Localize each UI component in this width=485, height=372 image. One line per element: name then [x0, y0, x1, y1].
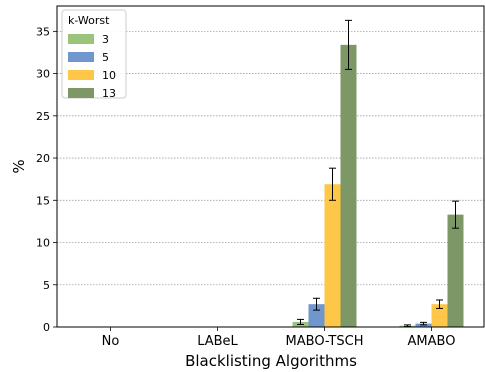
x-tick-label: LABeL	[197, 334, 238, 349]
legend-swatch-13	[68, 88, 94, 98]
bar-13-mabo-tsch	[340, 44, 357, 327]
y-tick-label: 5	[43, 279, 50, 292]
legend-label-13: 13	[102, 87, 116, 100]
legend-swatch-10	[68, 70, 94, 80]
y-tick-label: 20	[36, 152, 50, 165]
grid-lines	[57, 30, 485, 286]
y-tick-label: 25	[36, 110, 50, 123]
bar-10-amabo	[431, 304, 448, 327]
x-tick-label: MABO-TSCH	[286, 334, 364, 349]
bar-10-mabo-tsch	[324, 184, 341, 327]
bar-13-amabo	[447, 214, 464, 327]
legend: k-Worst 3 5 10 13	[61, 9, 127, 100]
y-tick-label: 15	[36, 194, 50, 207]
x-tick-label: No	[102, 334, 120, 349]
y-tick-label: 0	[43, 321, 50, 334]
y-axis-label: %	[10, 159, 28, 173]
y-tick-label: 35	[36, 25, 50, 38]
y-tick-label: 10	[36, 237, 50, 250]
bars	[292, 44, 464, 327]
legend-swatch-3	[68, 34, 94, 44]
legend-label-5: 5	[102, 51, 109, 64]
x-axis-label: Blacklisting Algorithms	[185, 352, 357, 370]
x-tick-label: AMABO	[408, 334, 456, 349]
legend-label-3: 3	[102, 33, 109, 46]
error-bars	[83, 19, 459, 328]
bar-5-mabo-tsch	[308, 304, 325, 327]
legend-title: k-Worst	[68, 14, 110, 27]
legend-label-10: 10	[102, 69, 116, 82]
y-tick-label: 30	[36, 68, 50, 81]
plot-frame	[56, 5, 485, 328]
legend-swatch-5	[68, 52, 94, 62]
